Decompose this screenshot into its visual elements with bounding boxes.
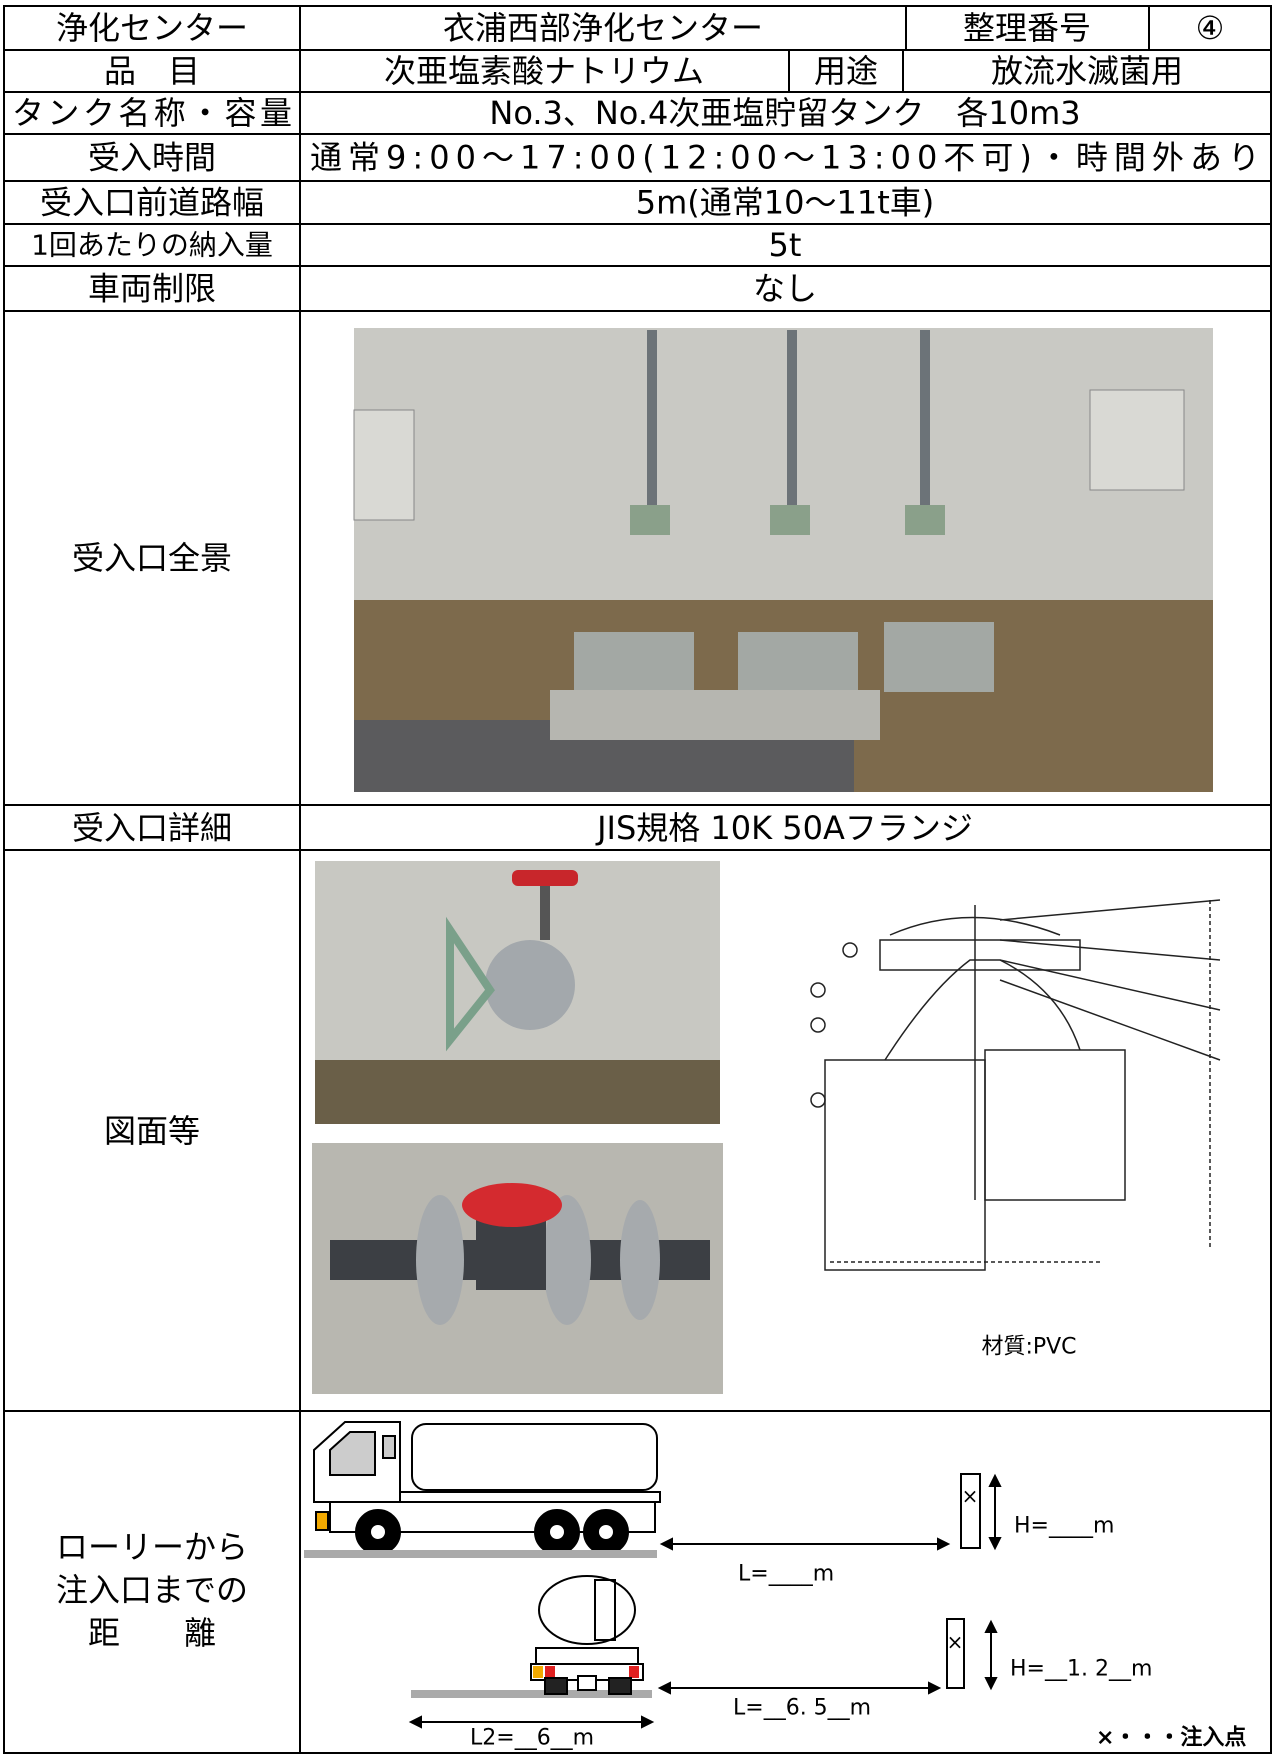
- use-label: 用途: [814, 52, 878, 90]
- svg-text:×: ×: [962, 1484, 979, 1508]
- row-value: なし: [753, 270, 817, 308]
- truck-rear: [530, 1575, 644, 1695]
- valve-photo-2: [312, 1143, 723, 1394]
- row-label: 車両制限: [88, 270, 216, 308]
- detail-value: JIS規格 10K 50Aフランジ: [595, 809, 973, 847]
- header-label: 浄化センター: [56, 9, 248, 47]
- row-label: タンク名称・容量: [12, 94, 292, 132]
- row-label: 受入口前道路幅: [40, 184, 264, 222]
- distance-label-line: 注入口までの: [56, 1571, 248, 1609]
- legend: ×・・・注入点: [1096, 1725, 1246, 1751]
- material: 材質:PVC: [981, 1335, 1076, 1360]
- side-length: L=____m: [738, 1562, 834, 1587]
- table-lines: [3, 5, 1272, 1754]
- number: ④: [1196, 9, 1225, 47]
- item-label: 品 目: [104, 52, 200, 90]
- detail-label: 受入口詳細: [72, 809, 232, 847]
- center-name: 衣浦西部浄化センター: [443, 9, 763, 47]
- distance-label-line: 距 離: [88, 1614, 216, 1652]
- rear-length: L=__6. 5__m: [733, 1696, 871, 1721]
- injection-marks: × ×: [947, 1484, 979, 1654]
- rear-height: H=__1. 2__m: [1010, 1657, 1152, 1682]
- row-label: 1回あたりの納入量: [31, 229, 273, 262]
- side-height: H=____m: [1014, 1514, 1114, 1539]
- row-value: 5m(通常10～11t車): [636, 184, 935, 222]
- valve-photo-1: [315, 861, 720, 1124]
- row-label: 受入時間: [88, 139, 216, 177]
- drawings-label: 図面等: [104, 1112, 200, 1150]
- overview-label: 受入口全景: [72, 539, 232, 577]
- dimension-arrows: [408, 1473, 1002, 1729]
- row-value: 5t: [769, 226, 802, 264]
- row-value: No.3、No.4次亜塩貯留タンク 各10m3: [489, 94, 1080, 132]
- item-value: 次亜塩素酸ナトリウム: [384, 52, 704, 90]
- truck-side: [304, 1421, 661, 1558]
- valve-drawing: [810, 899, 1221, 1271]
- overview-photo: [353, 328, 1213, 792]
- svg-text:×: ×: [947, 1630, 964, 1654]
- use-value: 放流水滅菌用: [991, 52, 1183, 90]
- rear-l2: L2=__6__m: [470, 1726, 594, 1751]
- number-label: 整理番号: [963, 9, 1091, 47]
- distance-label-line: ローリーから: [56, 1528, 248, 1566]
- row-value: 通常9:00～17:00(12:00～13:00不可)・時間外あり: [310, 139, 1260, 177]
